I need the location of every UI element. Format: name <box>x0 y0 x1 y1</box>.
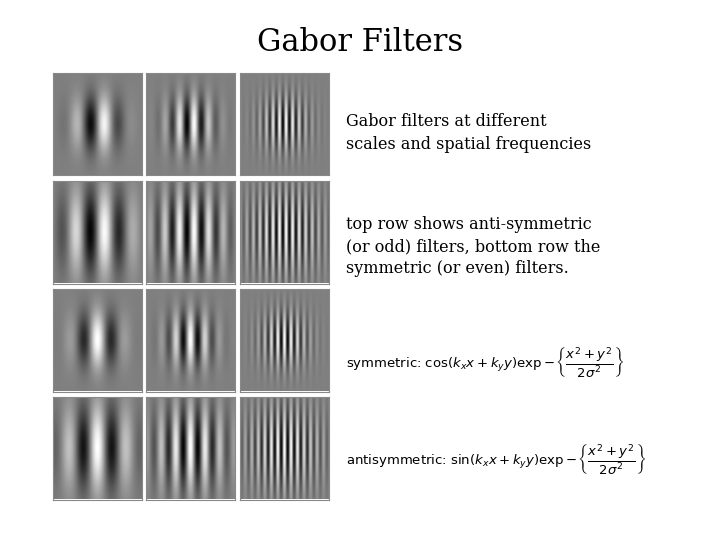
Text: Gabor filters at different
scales and spatial frequencies: Gabor filters at different scales and sp… <box>346 113 591 153</box>
Text: Gabor Filters: Gabor Filters <box>257 27 463 58</box>
Text: antisymmetric: $\mathrm{sin}(k_x x + k_y y)\mathrm{exp}-\!\left\{\dfrac{x^2+y^2}: antisymmetric: $\mathrm{sin}(k_x x + k_y… <box>346 443 646 477</box>
Text: symmetric: $\mathrm{cos}(k_x x + k_y y)\mathrm{exp}-\!\left\{\dfrac{x^2+y^2}{2\s: symmetric: $\mathrm{cos}(k_x x + k_y y)\… <box>346 346 624 380</box>
Text: top row shows anti-symmetric
(or odd) filters, bottom row the
symmetric (or even: top row shows anti-symmetric (or odd) fi… <box>346 216 600 278</box>
